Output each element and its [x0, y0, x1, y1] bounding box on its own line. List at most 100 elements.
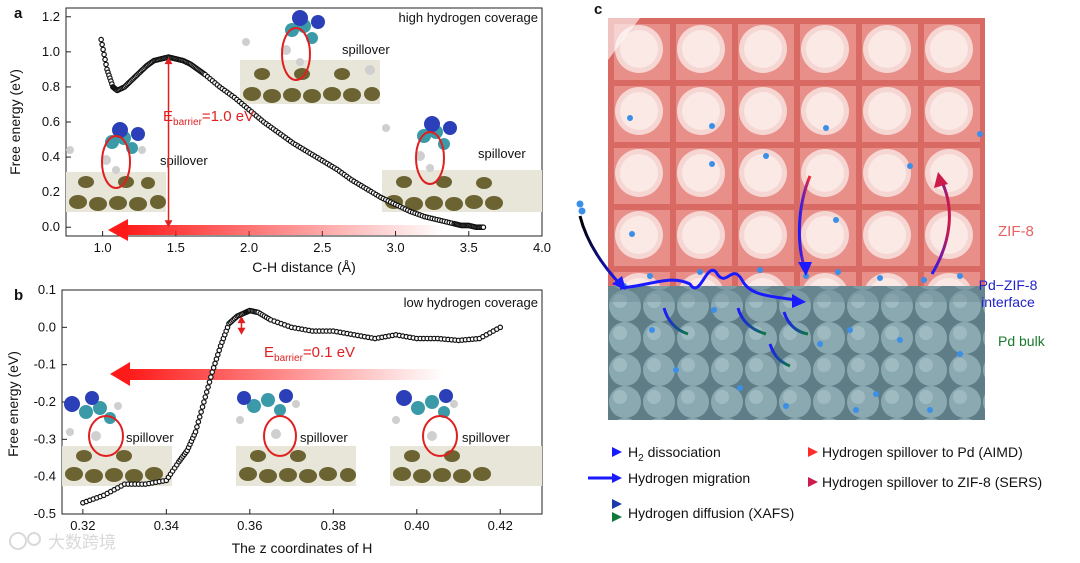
y-tick-label: 0.0: [42, 219, 60, 234]
panel-b-barrier-main: E: [264, 344, 274, 361]
data-point: [194, 424, 200, 430]
panel-a-snapshot-2: [240, 10, 380, 104]
panel-b-spillover-label-2: spillover: [300, 430, 348, 445]
x-tick-label: 2.0: [240, 240, 258, 255]
data-point: [208, 374, 214, 380]
data-point: [98, 36, 104, 43]
barrier-arrowhead-bottom: [237, 327, 246, 335]
zif8-label: ZIF-8: [998, 223, 1034, 240]
hydrogen-atoms: [621, 115, 983, 413]
zif8-framework-illustration: [608, 18, 985, 300]
panel-a-barrier-arrow: [164, 57, 173, 228]
watermark-logo-icon: [9, 532, 27, 550]
x-tick-label: 0.32: [70, 518, 95, 533]
interface-label-line1: Pd−ZIF-8: [979, 277, 1038, 293]
panel-c: c ZI: [576, 1, 1046, 420]
y-tick-label: 0.0: [38, 319, 56, 334]
panel-b-barrier-sub: barrier: [274, 353, 304, 364]
pd-bulk-label: Pd bulk: [998, 333, 1046, 349]
panel-a-coverage-annotation: high hydrogen coverage: [399, 10, 539, 25]
data-point: [216, 347, 223, 354]
legend-item-diffusion: Hydrogen diffusion (XAFS): [588, 499, 794, 522]
panel-b-label: b: [14, 287, 23, 304]
panel-a-red-arrow: [108, 219, 444, 241]
data-point: [203, 389, 210, 395]
y-tick-label: 0.8: [42, 79, 60, 94]
legend-item-migration: Hydrogen migration: [588, 470, 750, 486]
y-tick-label: 0.6: [42, 114, 60, 129]
legend-text-spillover-pd: Hydrogen spillover to Pd (AIMD): [822, 444, 1023, 460]
data-point: [209, 369, 216, 375]
panel-b-coverage-annotation: low hydrogen coverage: [404, 295, 538, 310]
legend-text-diffusion: Hydrogen diffusion (XAFS): [628, 505, 794, 521]
data-point: [100, 46, 106, 53]
x-tick-label: 0.40: [404, 518, 429, 533]
watermark-text: 大数跨境: [48, 533, 116, 553]
data-point: [213, 356, 220, 362]
barrier-arrowhead-top: [164, 57, 173, 65]
panel-b-spillover-label-1: spillover: [126, 430, 174, 445]
data-point: [215, 351, 221, 358]
panel-a-snapshot-1: [66, 122, 166, 212]
y-tick-label: 0.2: [42, 184, 60, 199]
panel-b-spillover-label-3: spillover: [462, 430, 510, 445]
diffusion-arrow-2: [736, 307, 767, 336]
x-tick-label: 4.0: [533, 240, 551, 255]
data-point: [196, 414, 203, 420]
data-point: [205, 384, 211, 390]
legend: H2 dissociation Hydrogen migration Hydro…: [588, 444, 1042, 522]
diffusion-arrow-3: [782, 311, 809, 336]
y-tick-label: 1.0: [42, 44, 60, 59]
panel-b-snapshot-1: [62, 391, 172, 486]
legend-item-spillover-pd: Hydrogen spillover to Pd (AIMD): [784, 444, 1023, 460]
panel-a-label: a: [14, 5, 23, 22]
y-tick-label: -0.2: [34, 394, 56, 409]
panel-a-barrier-sub: barrier: [173, 117, 203, 128]
y-tick-label: -0.5: [34, 506, 56, 521]
panel-a-barrier-main: E: [163, 108, 173, 125]
panel-a-barrier-value: =1.0 eV: [202, 108, 254, 125]
panel-a-barrier-label: Ebarrier=1.0 eV: [163, 108, 254, 128]
y-tick-label: -0.1: [34, 357, 56, 372]
y-tick-label: -0.3: [34, 431, 56, 446]
panel-b-y-axis-label: Free energy (eV): [5, 351, 21, 457]
x-tick-label: 0.36: [237, 518, 262, 533]
pd-bulk-illustration: [608, 286, 985, 420]
y-tick-label: -0.4: [34, 469, 56, 484]
panel-b-ticks: 0.32 0.34 0.36 0.38 0.40 0.42 -0.5 -0.4 -0.3 -0.2…: [34, 282, 513, 533]
panel-b-red-arrow: [110, 362, 444, 386]
panel-b-barrier-value: =0.1 eV: [303, 344, 355, 361]
data-point: [202, 394, 209, 400]
hydrogen-migration-arrow: [619, 268, 797, 302]
panel-a-spillover-label-1: spillover: [160, 153, 208, 168]
diffusion-arrow-1: [662, 307, 689, 336]
panel-a-spillover-label-2: spillover: [342, 42, 390, 57]
data-point: [198, 409, 204, 415]
data-point: [480, 224, 487, 231]
x-tick-label: 3.0: [386, 240, 404, 255]
y-tick-label: 1.2: [42, 9, 60, 24]
panel-a-data-points: [98, 36, 487, 231]
data-point: [101, 51, 107, 58]
panel-b-snapshot-2: [236, 389, 356, 486]
x-tick-label: 1.0: [94, 240, 112, 255]
legend-text-migration: Hydrogen migration: [628, 470, 750, 486]
data-point: [192, 429, 199, 435]
panel-a-y-axis-label: Free energy (eV): [7, 69, 23, 175]
data-point: [212, 360, 218, 367]
data-point: [201, 399, 207, 405]
data-point: [103, 61, 109, 68]
panel-b-snapshot-3: [390, 389, 542, 486]
data-point: [497, 324, 504, 331]
panel-a-snapshot-3: [382, 116, 542, 212]
x-tick-label: 0.42: [488, 518, 513, 533]
y-tick-label: 0.4: [42, 149, 60, 164]
panel-a: a 1.0 1.5 2.0 2.5 3.0 3.5 4.0 0.0 0.2 0.4 0.6 0.8 1.…: [7, 5, 551, 275]
data-point: [199, 404, 206, 410]
legend-item-spillover-zif: Hydrogen spillover to ZIF-8 (SERS): [784, 474, 1042, 490]
panel-a-spillover-label-3: spillover: [478, 146, 526, 161]
spillover-zif-arrow: [930, 181, 951, 275]
data-point: [206, 379, 213, 385]
data-point: [99, 41, 105, 48]
